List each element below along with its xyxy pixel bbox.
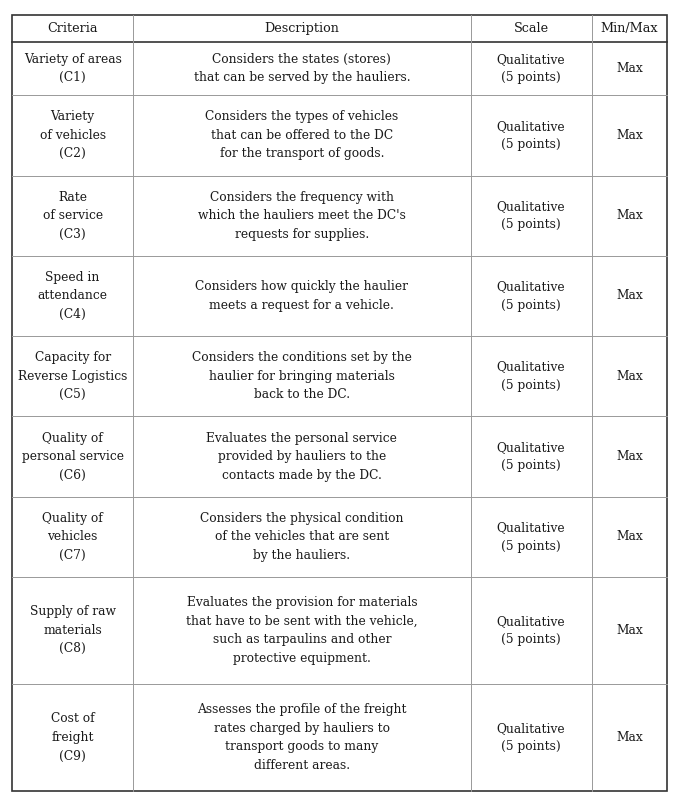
Text: Qualitative
(5 points): Qualitative (5 points) — [497, 360, 566, 392]
Text: Rate
of service
(C3): Rate of service (C3) — [43, 191, 103, 240]
Text: Capacity for
Reverse Logistics
(C5): Capacity for Reverse Logistics (C5) — [18, 352, 127, 401]
Text: Quality of
vehicles
(C7): Quality of vehicles (C7) — [42, 512, 103, 562]
Text: Max: Max — [616, 209, 643, 222]
Text: Evaluates the provision for materials
that have to be sent with the vehicle,
suc: Evaluates the provision for materials th… — [186, 596, 418, 665]
Text: Considers the states (stores)
that can be served by the hauliers.: Considers the states (stores) that can b… — [194, 53, 410, 84]
Text: Qualitative
(5 points): Qualitative (5 points) — [497, 614, 566, 646]
Text: Description: Description — [264, 22, 340, 35]
Text: Assesses the profile of the freight
rates charged by hauliers to
transport goods: Assesses the profile of the freight rate… — [197, 703, 407, 772]
Text: Quality of
personal service
(C6): Quality of personal service (C6) — [22, 431, 124, 482]
Text: Considers the conditions set by the
haulier for bringing materials
back to the D: Considers the conditions set by the haul… — [192, 352, 411, 401]
Text: Qualitative
(5 points): Qualitative (5 points) — [497, 280, 566, 312]
Text: Min/Max: Min/Max — [600, 22, 658, 35]
Text: Max: Max — [616, 62, 643, 75]
Text: Max: Max — [616, 289, 643, 303]
Text: Cost of
freight
(C9): Cost of freight (C9) — [51, 713, 94, 762]
Text: Qualitative
(5 points): Qualitative (5 points) — [497, 120, 566, 151]
Text: Evaluates the personal service
provided by hauliers to the
contacts made by the : Evaluates the personal service provided … — [206, 431, 397, 482]
Text: Variety of areas
(C1): Variety of areas (C1) — [24, 53, 122, 84]
Text: Max: Max — [616, 450, 643, 463]
Text: Qualitative
(5 points): Qualitative (5 points) — [497, 200, 566, 232]
Text: Considers the physical condition
of the vehicles that are sent
by the hauliers.: Considers the physical condition of the … — [200, 512, 403, 562]
Text: Max: Max — [616, 531, 643, 543]
Text: Criteria: Criteria — [48, 22, 98, 35]
Text: Speed in
attendance
(C4): Speed in attendance (C4) — [37, 271, 107, 321]
Text: Considers the frequency with
which the hauliers meet the DC's
requests for suppl: Considers the frequency with which the h… — [198, 191, 406, 240]
Text: Max: Max — [616, 129, 643, 142]
Text: Qualitative
(5 points): Qualitative (5 points) — [497, 721, 566, 753]
Text: Considers the types of vehicles
that can be offered to the DC
for the transport : Considers the types of vehicles that can… — [205, 110, 399, 161]
Text: Max: Max — [616, 731, 643, 744]
Text: Qualitative
(5 points): Qualitative (5 points) — [497, 53, 566, 84]
Text: Max: Max — [616, 370, 643, 383]
Text: Qualitative
(5 points): Qualitative (5 points) — [497, 521, 566, 553]
Text: Qualitative
(5 points): Qualitative (5 points) — [497, 441, 566, 472]
Text: Scale: Scale — [513, 22, 549, 35]
Text: Considers how quickly the haulier
meets a request for a vehicle.: Considers how quickly the haulier meets … — [196, 280, 408, 312]
Text: Supply of raw
materials
(C8): Supply of raw materials (C8) — [30, 606, 115, 655]
Text: Variety
of vehicles
(C2): Variety of vehicles (C2) — [39, 110, 106, 161]
Text: Max: Max — [616, 624, 643, 637]
